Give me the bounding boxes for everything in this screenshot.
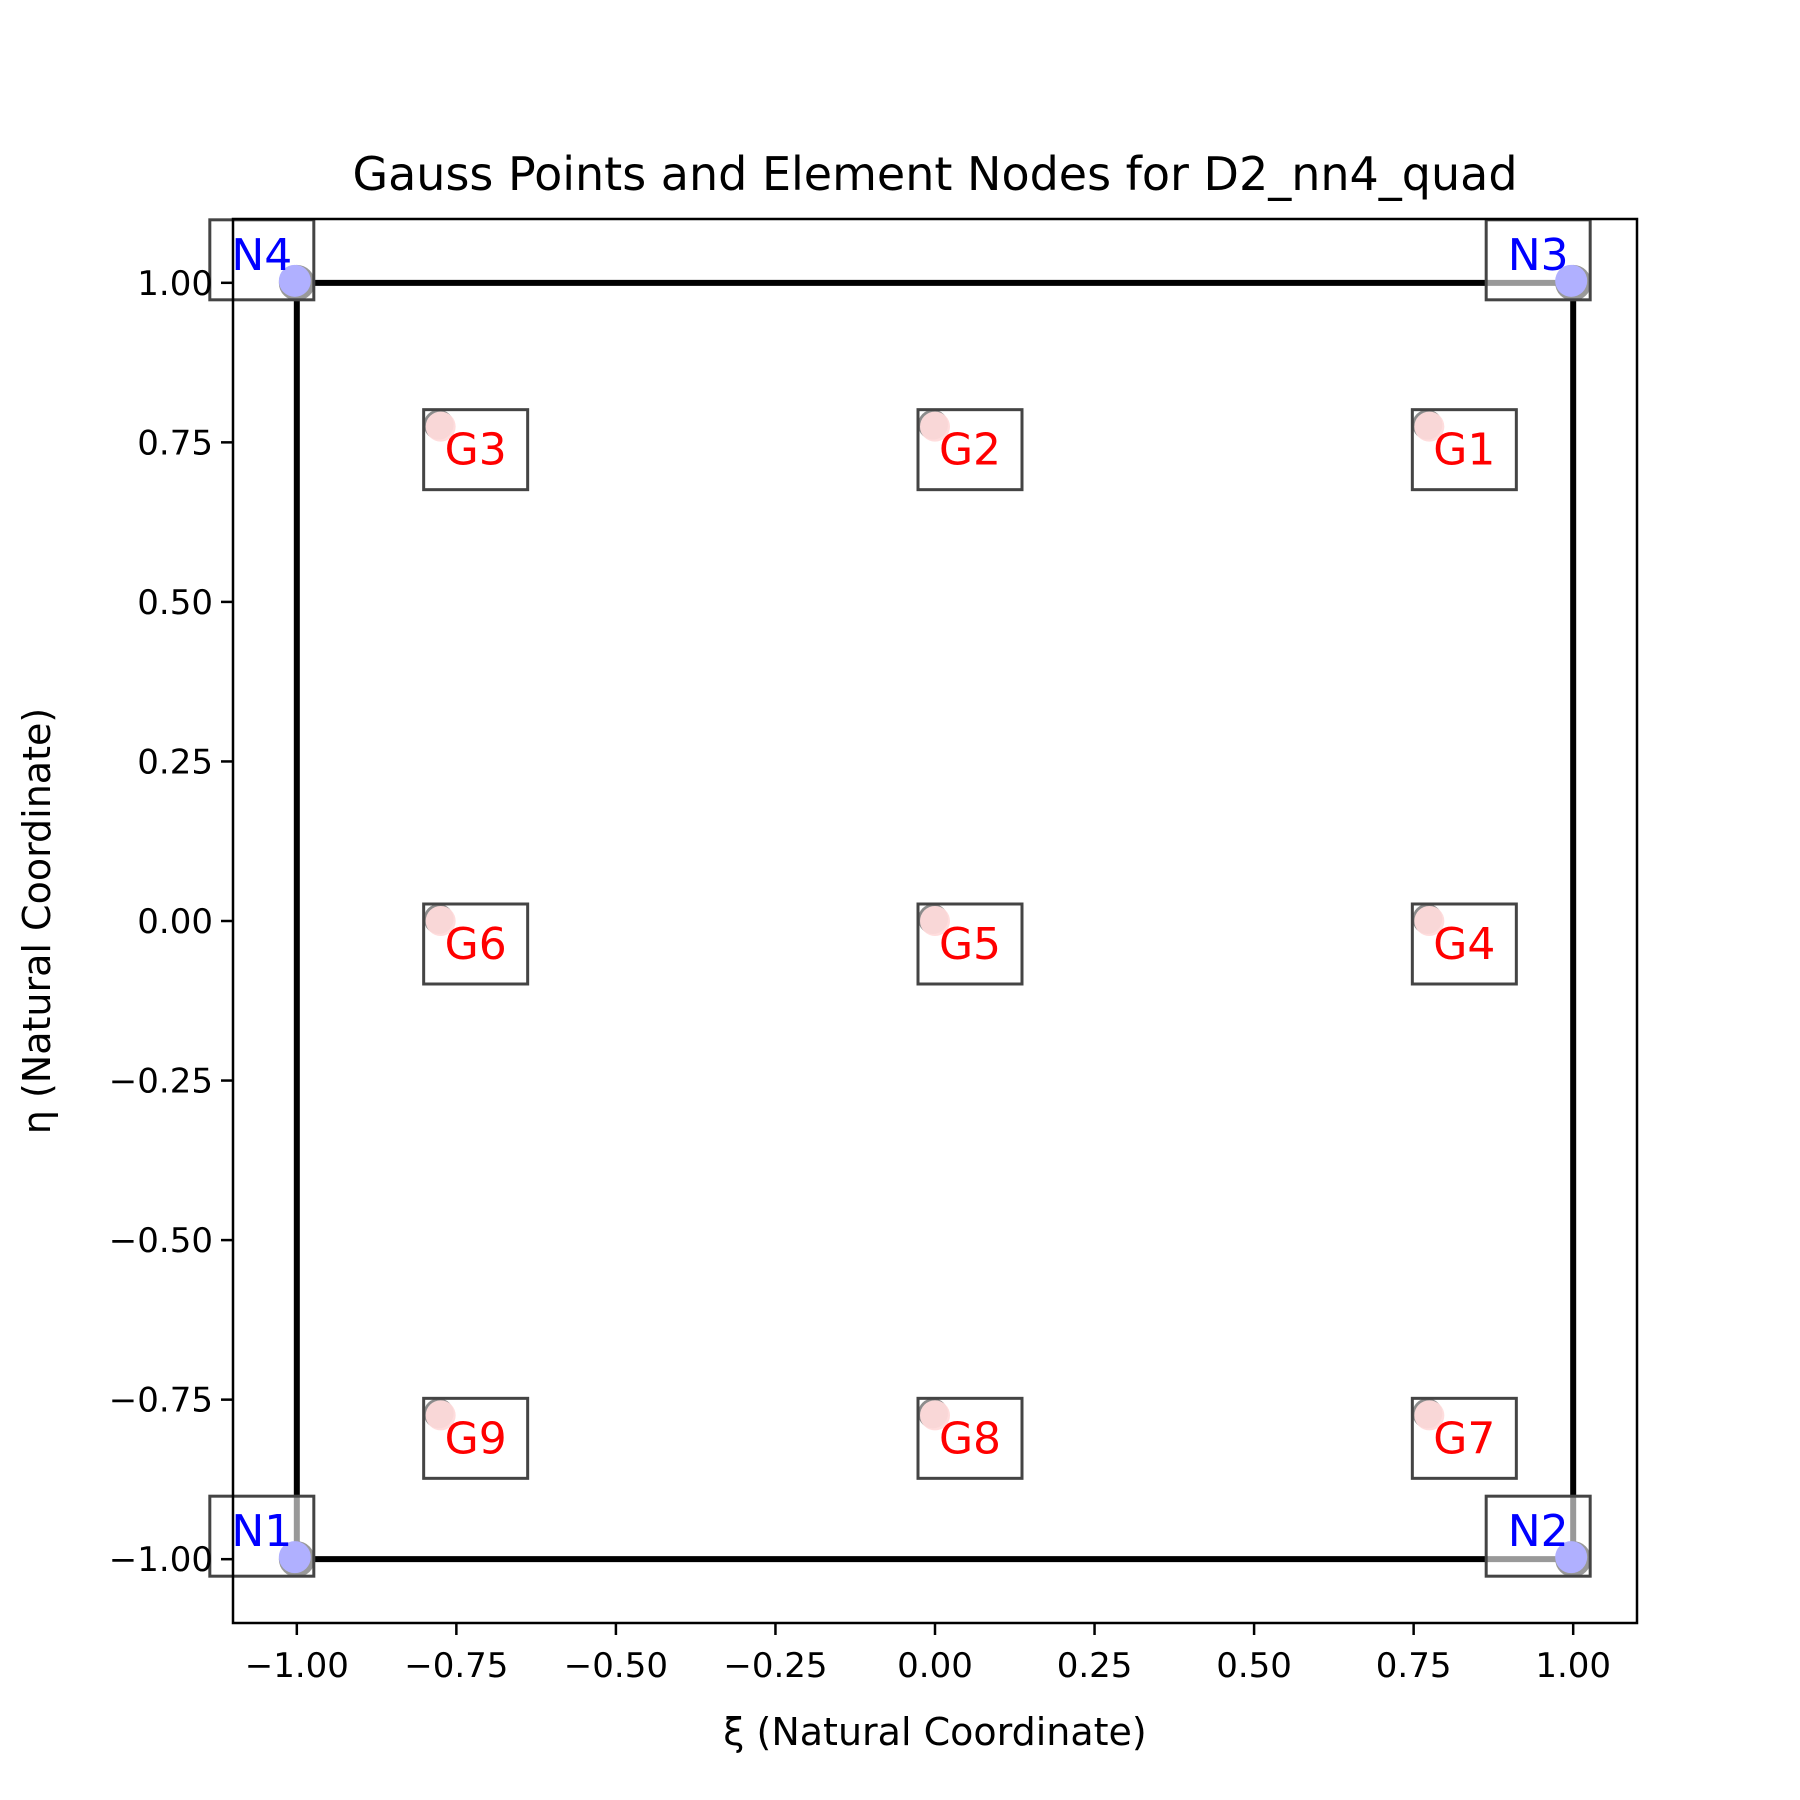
gauss-label-box bbox=[422, 1396, 530, 1480]
y-tick-label: 1.00 bbox=[137, 264, 213, 304]
x-axis-ticks: −1.00 −0.75 −0.50 −0.25 0.00 0.25 0.50 0.75 1.00 bbox=[245, 1623, 1611, 1686]
node-label: N4 bbox=[231, 230, 292, 281]
gauss-label-box bbox=[422, 902, 530, 986]
plot-area: G1 G2 G3 G4 G5 G6 G7 G8 G9 N1 N2 N3 N4 bbox=[208, 218, 1592, 1578]
gauss-label-box bbox=[1410, 902, 1518, 986]
x-tick-label: 0.00 bbox=[897, 1646, 973, 1686]
x-tick-label: −1.00 bbox=[245, 1646, 349, 1686]
y-tick-label: 0.00 bbox=[137, 902, 213, 942]
gauss-point-label: G2 bbox=[939, 425, 1001, 476]
gauss-label-box bbox=[916, 1396, 1024, 1480]
y-tick-label: −0.25 bbox=[109, 1062, 213, 1102]
x-tick-label: 0.25 bbox=[1057, 1646, 1133, 1686]
node-point bbox=[278, 264, 311, 297]
y-tick-label: 0.75 bbox=[137, 423, 213, 463]
node-point bbox=[1555, 1541, 1588, 1574]
x-tick-label: 0.50 bbox=[1216, 1646, 1292, 1686]
node-label: N3 bbox=[1508, 230, 1569, 281]
y-tick-label: −1.00 bbox=[109, 1540, 213, 1580]
x-tick-label: 0.75 bbox=[1376, 1646, 1452, 1686]
y-tick-label: 0.25 bbox=[137, 742, 213, 782]
x-tick-label: −0.25 bbox=[723, 1646, 827, 1686]
gauss-point-label: G6 bbox=[445, 919, 507, 970]
x-tick-label: −0.50 bbox=[564, 1646, 668, 1686]
node-point bbox=[1555, 264, 1588, 297]
x-tick-label: 1.00 bbox=[1535, 1646, 1611, 1686]
gauss-point-label: G5 bbox=[939, 919, 1001, 970]
y-axis-ticks: −1.00 −0.75 −0.50 −0.25 0.00 0.25 0.50 0.75 1.00 bbox=[109, 264, 233, 1580]
x-axis-label: ξ (Natural Coordinate) bbox=[723, 1710, 1146, 1754]
node-label: N1 bbox=[231, 1506, 292, 1557]
gauss-label-box bbox=[916, 408, 1024, 492]
gauss-point-label: G8 bbox=[939, 1413, 1001, 1464]
gauss-label-box bbox=[1410, 408, 1518, 492]
node-point bbox=[278, 1541, 311, 1574]
gauss-point-label: G1 bbox=[1433, 425, 1495, 476]
y-axis-label: η (Natural Coordinate) bbox=[15, 708, 59, 1134]
gauss-point-label: G4 bbox=[1433, 919, 1495, 970]
y-tick-label: −0.75 bbox=[109, 1381, 213, 1421]
gauss-label-box bbox=[1410, 1396, 1518, 1480]
y-tick-label: −0.50 bbox=[109, 1221, 213, 1261]
gauss-point-label: G7 bbox=[1433, 1413, 1495, 1464]
gauss-point-label: G9 bbox=[445, 1413, 507, 1464]
gauss-point-label: G3 bbox=[445, 425, 507, 476]
x-tick-label: −0.75 bbox=[404, 1646, 508, 1686]
y-tick-label: 0.50 bbox=[137, 583, 213, 623]
gauss-label-box bbox=[422, 408, 530, 492]
gauss-label-box bbox=[916, 902, 1024, 986]
chart-title: Gauss Points and Element Nodes for D2_nn… bbox=[352, 147, 1517, 201]
node-label: N2 bbox=[1508, 1506, 1569, 1557]
